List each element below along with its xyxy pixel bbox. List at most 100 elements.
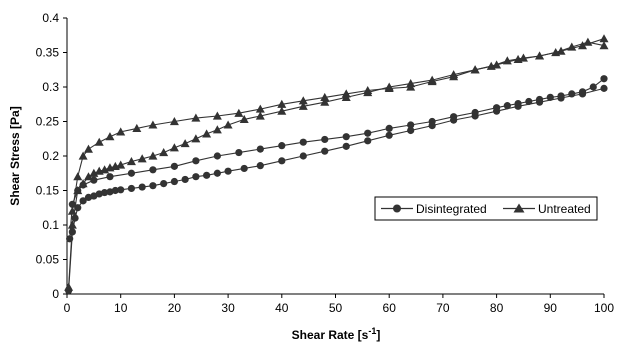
data-point-disintegrated: [160, 180, 168, 188]
data-point-disintegrated: [385, 124, 393, 132]
data-point-disintegrated: [192, 157, 200, 165]
x-tick-label: 80: [490, 301, 504, 315]
data-point-untreated: [298, 96, 308, 105]
series-line-untreated-up: [68, 38, 605, 288]
legend-marker-disintegrated: [393, 204, 401, 213]
data-point-disintegrated: [600, 75, 608, 83]
data-point-untreated: [599, 34, 609, 43]
data-point-untreated: [427, 76, 437, 86]
data-point-untreated: [255, 111, 265, 120]
data-point-untreated: [64, 282, 74, 291]
data-point-untreated: [255, 104, 265, 113]
data-point-disintegrated: [578, 88, 587, 96]
legend-marker-untreated: [513, 203, 525, 213]
series-line-disintegrated-up: [68, 87, 605, 291]
data-point-disintegrated: [74, 204, 82, 212]
data-point-disintegrated: [342, 133, 350, 141]
data-point-disintegrated: [321, 135, 329, 144]
data-point-untreated: [126, 157, 136, 166]
data-point-disintegrated: [106, 173, 114, 181]
x-axis-title-main: Shear Rate [s: [292, 328, 369, 342]
legend-label-untreated: Untreated: [538, 202, 591, 216]
data-point-untreated: [67, 206, 77, 215]
y-tick-label: 0: [52, 287, 59, 301]
data-point-untreated: [89, 168, 99, 177]
x-tick-label: 40: [275, 301, 289, 315]
x-tick-label: 30: [221, 301, 235, 315]
data-point-disintegrated: [299, 138, 307, 146]
y-axis-title: Shear Stress [Pa]: [8, 106, 22, 205]
data-point-untreated: [116, 127, 126, 136]
data-point-untreated: [212, 111, 222, 120]
data-point-disintegrated: [127, 169, 136, 177]
data-point-disintegrated: [256, 145, 264, 153]
data-point-untreated: [486, 61, 496, 70]
data-point-untreated: [535, 51, 545, 60]
data-point-untreated: [78, 179, 88, 188]
legend-label-disintegrated: Disintegrated: [416, 202, 487, 216]
data-point-untreated: [578, 41, 588, 50]
data-point-disintegrated: [117, 186, 125, 194]
data-point-disintegrated: [589, 83, 597, 91]
data-point-untreated: [83, 144, 93, 153]
x-axis-title-superscript: -1: [368, 326, 376, 336]
data-point-disintegrated: [407, 126, 415, 135]
data-point-disintegrated: [321, 147, 329, 155]
data-point-untreated: [73, 172, 83, 181]
data-point-disintegrated: [450, 113, 458, 121]
data-point-disintegrated: [493, 104, 501, 112]
data-point-disintegrated: [256, 162, 264, 170]
y-tick-label: 0.1: [42, 218, 59, 232]
x-tick-label: 10: [114, 301, 128, 315]
data-point-disintegrated: [546, 93, 554, 101]
data-point-untreated: [298, 101, 308, 110]
axes: 0 0.05 0.1 0.15 0.2 0.25 0.3 0.35 0.4 0 10 20 30 40 50…: [36, 11, 615, 315]
data-point-untreated: [239, 114, 249, 124]
data-point-untreated: [567, 42, 577, 51]
data-point-disintegrated: [149, 182, 157, 190]
data-point-disintegrated: [299, 152, 307, 160]
data-point-untreated: [83, 172, 93, 181]
data-point-untreated: [94, 137, 104, 146]
data-point-untreated: [470, 65, 480, 74]
data-point-untreated: [277, 99, 287, 108]
series-untreated: [64, 34, 609, 291]
data-point-disintegrated: [203, 171, 211, 179]
series-line-disintegrated-down: [69, 78, 605, 239]
data-point-untreated: [406, 82, 416, 91]
data-point-disintegrated: [149, 166, 157, 174]
data-point-disintegrated: [407, 121, 415, 129]
data-point-disintegrated: [224, 167, 232, 175]
data-point-untreated: [234, 108, 244, 117]
data-point-untreated: [169, 143, 179, 152]
data-point-untreated: [191, 113, 201, 122]
data-point-untreated: [599, 41, 609, 50]
data-point-disintegrated: [503, 102, 511, 110]
x-tick-label: 70: [436, 301, 450, 315]
data-point-untreated: [212, 125, 222, 134]
data-point-disintegrated: [514, 99, 522, 108]
data-point-untreated: [449, 72, 459, 81]
data-point-disintegrated: [111, 186, 119, 195]
data-point-untreated: [518, 53, 528, 62]
data-point-untreated: [148, 151, 158, 160]
data-point-untreated: [320, 97, 330, 106]
data-point-disintegrated: [181, 175, 189, 184]
data-point-untreated: [384, 83, 394, 92]
data-point-untreated: [363, 85, 373, 95]
data-point-disintegrated: [138, 183, 146, 191]
data-point-untreated: [105, 132, 115, 141]
data-point-disintegrated: [192, 173, 200, 181]
data-point-disintegrated: [278, 142, 286, 150]
data-point-untreated: [320, 92, 330, 101]
data-point-disintegrated: [568, 90, 576, 98]
data-point-disintegrated: [471, 108, 479, 117]
y-tick-label: 0.35: [36, 46, 60, 60]
data-point-untreated: [78, 151, 88, 160]
y-tick-label: 0.3: [42, 80, 59, 94]
data-point-untreated: [169, 117, 179, 126]
legend: Disintegrated Untreated: [374, 196, 598, 221]
data-point-untreated: [67, 220, 77, 229]
data-point-untreated: [223, 120, 233, 129]
